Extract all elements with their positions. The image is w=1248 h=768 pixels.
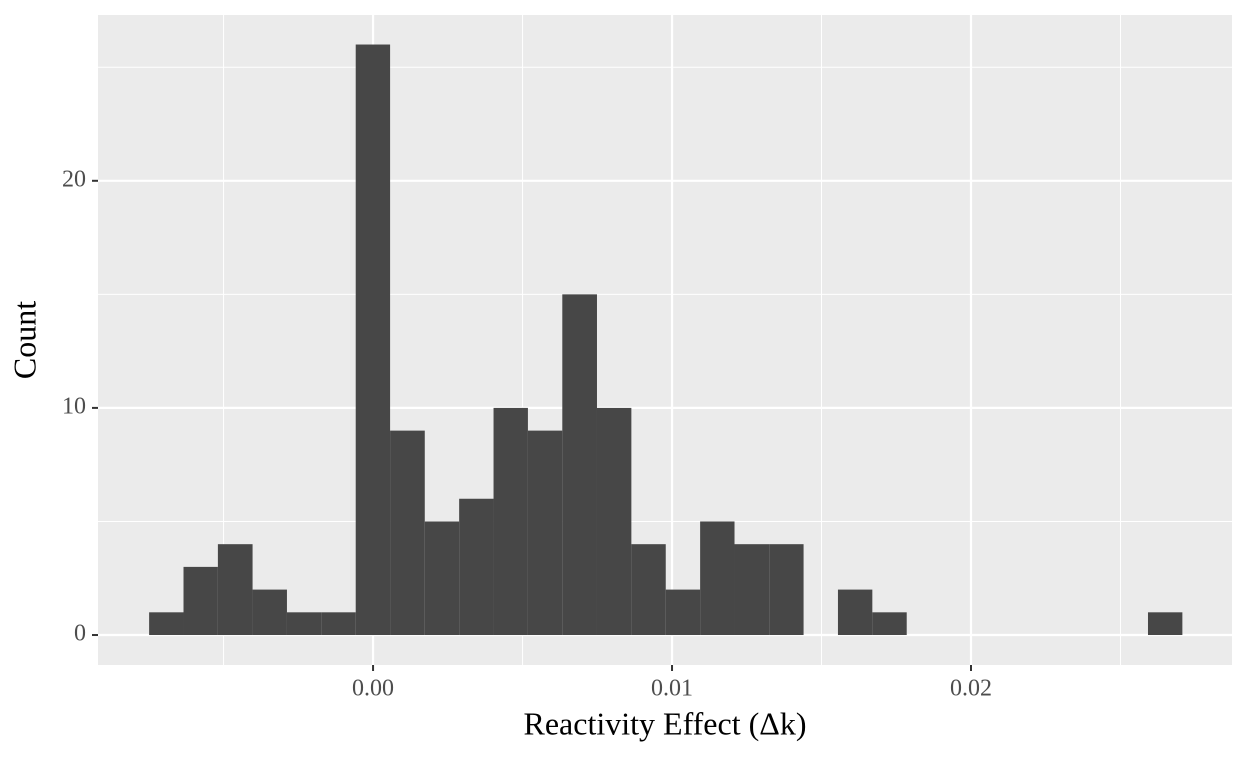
histogram-bar [355, 44, 391, 636]
histogram-bar [321, 612, 356, 636]
y-tick-label: 20 [62, 166, 86, 192]
histogram-bar [286, 612, 322, 636]
histogram-bar [390, 430, 425, 636]
histogram-bar [1147, 612, 1183, 636]
x-tick-label: 0.00 [352, 676, 394, 702]
x-tick-label: 0.02 [950, 676, 992, 702]
y-tick-label: 0 [74, 621, 86, 647]
histogram-bar [562, 294, 597, 636]
histogram-bar [252, 589, 287, 636]
histogram-bar [459, 498, 494, 636]
histogram-bar [631, 544, 666, 636]
x-tick-label: 0.01 [651, 676, 693, 702]
histogram-bar [837, 589, 873, 636]
histogram-bar [700, 521, 735, 636]
histogram-bar [217, 544, 253, 636]
x-axis-title: Reactivity Effect (Δk) [524, 705, 807, 741]
histogram-bar [734, 544, 770, 636]
histogram-bar [527, 430, 563, 636]
histogram-bar [149, 612, 184, 636]
histogram-bar [872, 612, 907, 636]
y-tick-label: 10 [62, 393, 86, 419]
histogram-bar [424, 521, 460, 636]
histogram-bar [596, 407, 632, 636]
histogram-bar [665, 589, 701, 636]
y-axis-title: Count [6, 301, 42, 379]
histogram-bar [493, 407, 528, 636]
histogram-bar [769, 544, 804, 636]
histogram-bar [183, 566, 218, 636]
